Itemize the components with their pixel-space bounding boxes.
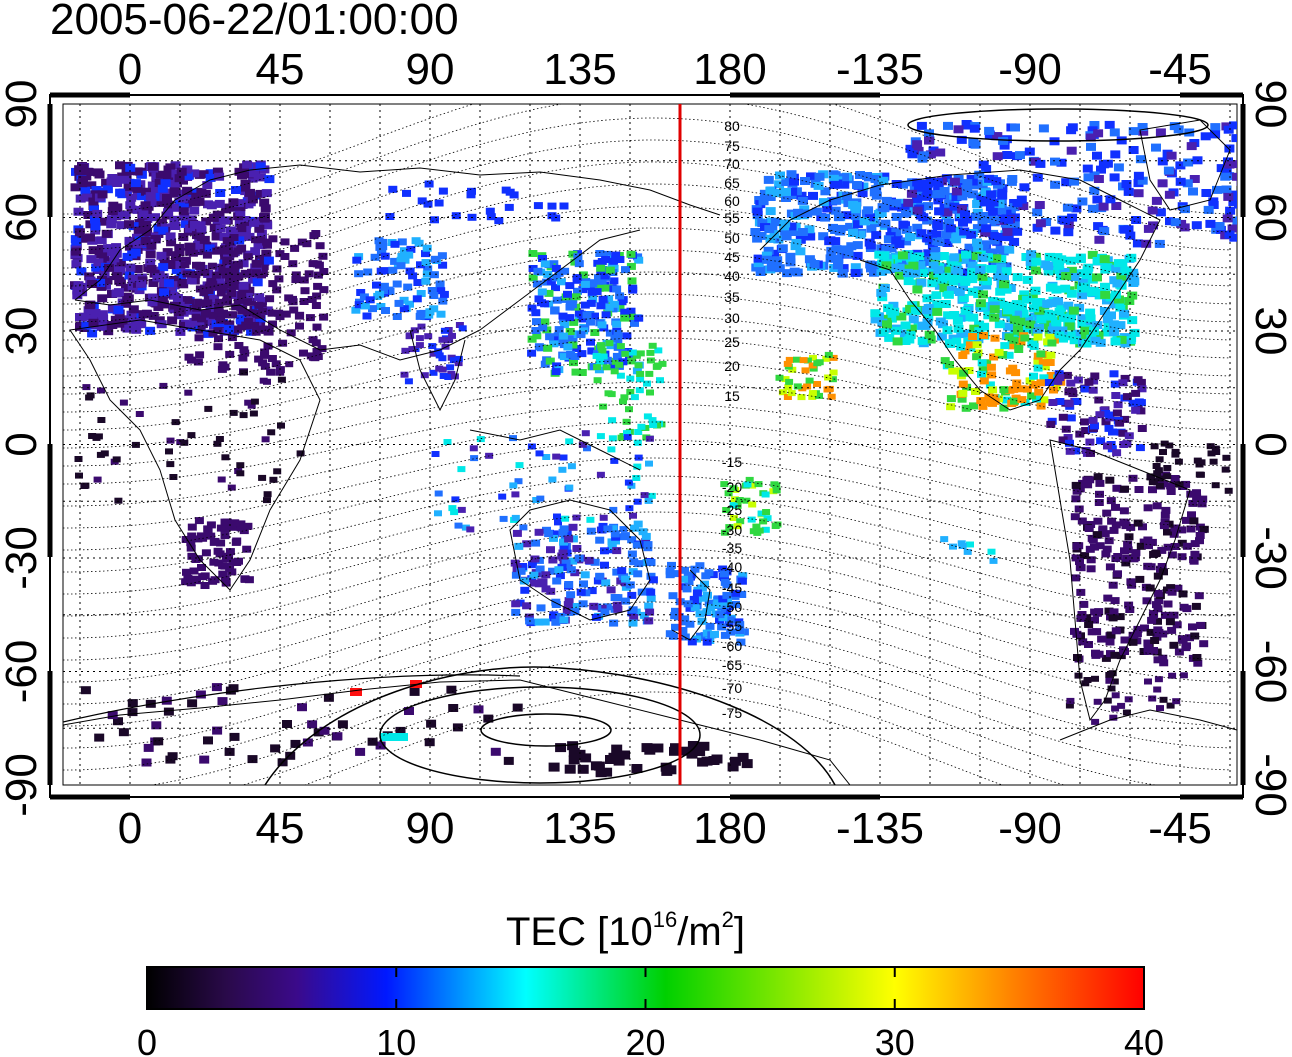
lon-tick-bottom: 45 [256,804,305,853]
lon-tick-bottom: 90 [406,804,455,853]
lat-tick-left: 90 [0,80,46,129]
lat-tick-left: 0 [0,432,46,456]
lon-tick-top: -45 [1148,45,1212,94]
contour-label-south: -30 [722,522,742,538]
contour-label-north: 40 [724,268,740,284]
colorbar-tick-label: 40 [1124,1022,1164,1057]
lon-tick-top: -90 [998,45,1062,94]
lat-tick-right: 60 [1246,193,1292,242]
contour-label-south: -35 [722,540,742,556]
lat-lon-grid [63,104,1237,785]
axis-labels: 0 45 90 135 180 -135 -90 -450 45 90 135 180 -135 -90-… [0,45,1292,853]
lon-tick-bottom: -45 [1148,804,1212,853]
lon-tick-top: 135 [543,45,616,94]
contour-label-north: 75 [724,138,740,154]
colorbar-label: TEC [1016/m2] [506,906,746,954]
lon-tick-top: 45 [256,45,305,94]
contour-label-south: -75 [722,705,742,721]
contour-label-north: 55 [724,210,740,226]
lat-tick-left: -90 [0,753,46,817]
lat-tick-right: 0 [1246,432,1292,456]
contour-label-north: 30 [724,310,740,326]
lat-tick-right: -30 [1246,526,1292,590]
colorbar-ticks: 0 10 20 30 40 [137,967,1164,1057]
lat-tick-right: 90 [1246,80,1292,129]
contour-label-north: 15 [724,388,740,404]
colorbar-tick-label: 30 [875,1022,915,1057]
contour-label-south: -45 [722,580,742,596]
map-title: 2005-06-22/01:00:00 [50,0,459,44]
lon-tick-bottom: -90 [998,804,1062,853]
lon-tick-top: -135 [836,45,924,94]
contour-label-south: -55 [722,618,742,634]
lat-tick-right: -90 [1246,753,1292,817]
lat-tick-left: 60 [0,193,46,242]
contour-label-south: -40 [722,559,742,575]
lon-tick-top: 90 [406,45,455,94]
contour-label-north: 65 [724,175,740,191]
contour-label-south: -15 [722,454,742,470]
contour-label-north: 35 [724,289,740,305]
contour-label-north: 20 [724,358,740,374]
lon-tick-bottom: -135 [836,804,924,853]
colorbar-tick-label: 20 [625,1022,665,1057]
contour-label-south: -20 [722,479,742,495]
contour-label-south: -25 [722,502,742,518]
lon-tick-top: 0 [118,45,142,94]
contour-label-north: 80 [724,118,740,134]
lon-tick-bottom: 135 [543,804,616,853]
contour-label-north: 25 [724,334,740,350]
contour-label-north: 70 [724,156,740,172]
contour-label-south: -70 [722,680,742,696]
contour-label-north: 45 [724,249,740,265]
contour-label-south: -65 [722,657,742,673]
magnetic-latitude-contours [63,104,1232,785]
colorbar-tick-label: 0 [137,1022,157,1057]
lat-tick-right: -60 [1246,640,1292,704]
lat-tick-left: 30 [0,307,46,356]
lon-tick-bottom: 180 [693,804,766,853]
contour-label-north: 60 [724,193,740,209]
lon-tick-top: 180 [693,45,766,94]
frame-tick-marks [47,92,1246,800]
lat-tick-left: -60 [0,640,46,704]
contour-label-north: 50 [724,230,740,246]
lat-tick-left: -30 [0,526,46,590]
colorbar-tick-label: 10 [376,1022,416,1057]
lon-tick-bottom: 0 [118,804,142,853]
contour-label-south: -60 [722,638,742,654]
lat-tick-right: 30 [1246,307,1292,356]
contour-label-south: -50 [722,599,742,615]
coastlines [63,119,1237,785]
tec-data-cells [70,120,1237,778]
